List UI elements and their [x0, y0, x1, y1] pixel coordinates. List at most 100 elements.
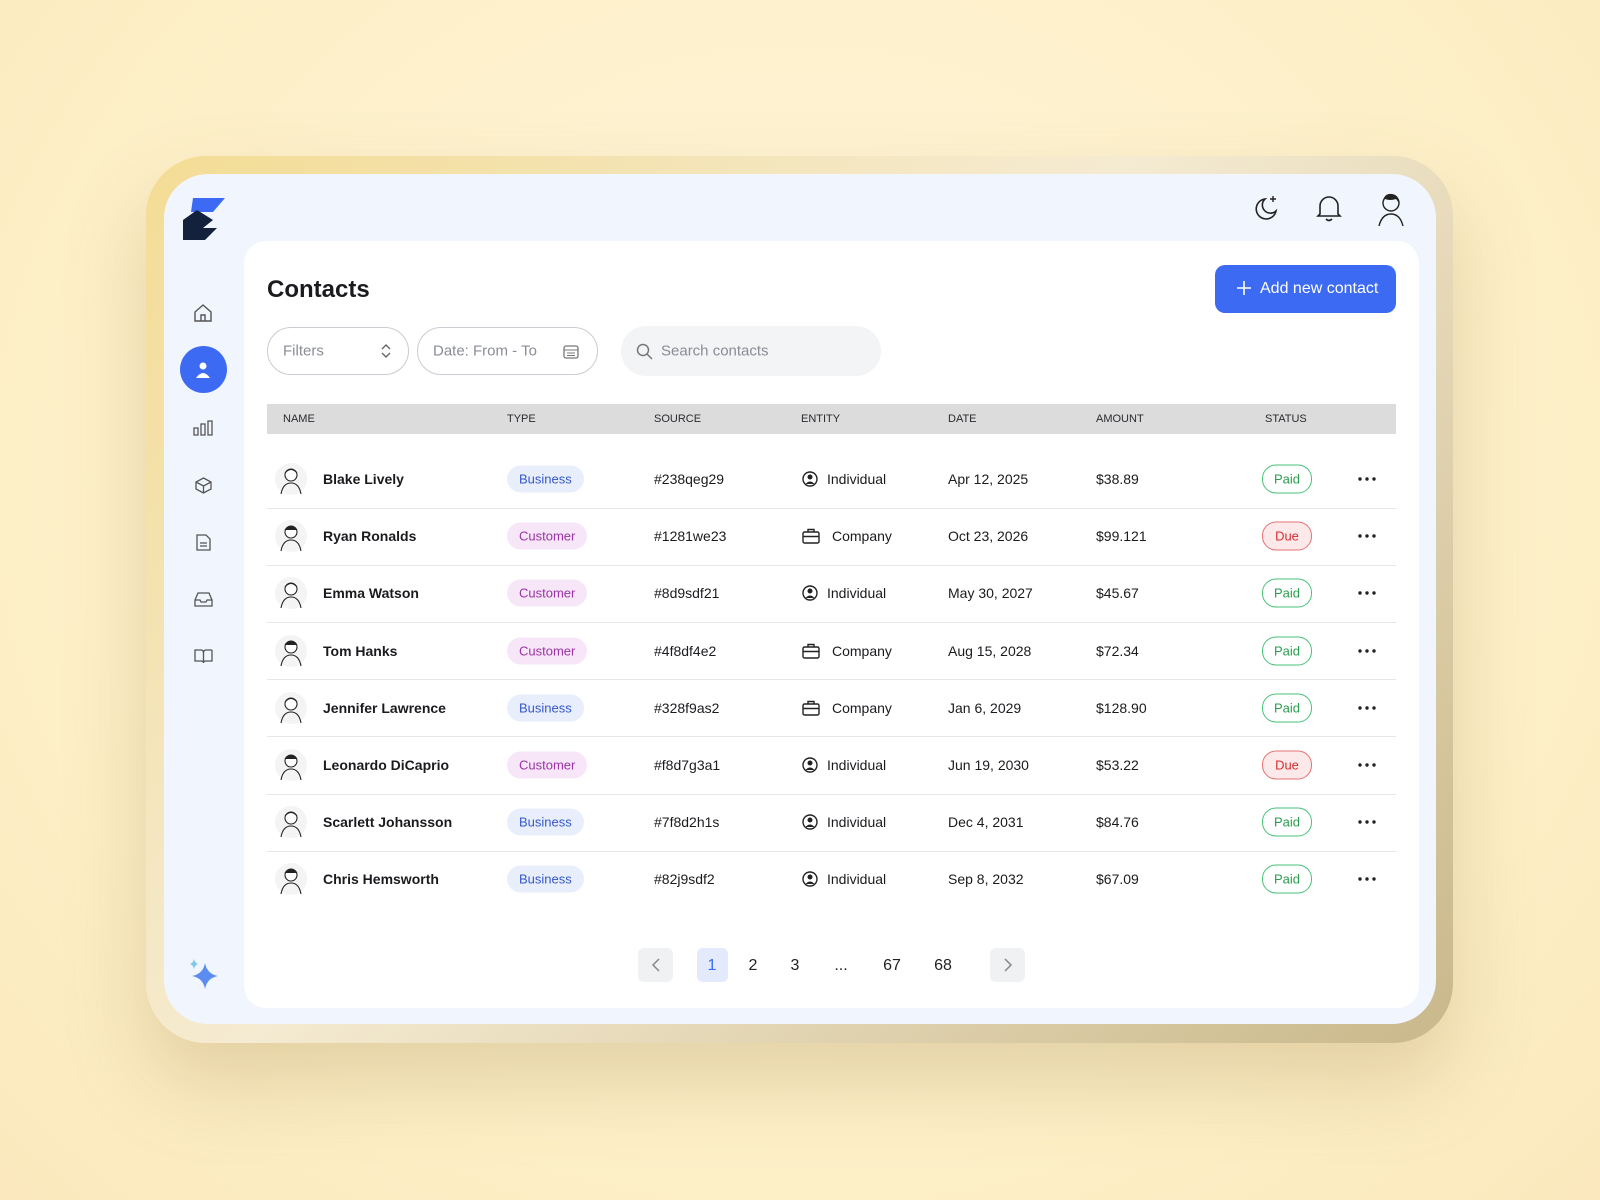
theme-toggle[interactable]	[1254, 195, 1280, 221]
row-menu	[1358, 648, 1376, 653]
search-placeholder: Search contacts	[661, 342, 769, 360]
filters-select[interactable]: Filters	[267, 327, 409, 375]
chevron-right	[1004, 958, 1013, 972]
entity-icon	[802, 471, 818, 487]
entity: Individual	[827, 871, 887, 888]
type-badge: Customer	[507, 579, 588, 607]
nav-contacts[interactable]	[196, 362, 210, 378]
search-icon	[636, 343, 653, 360]
amount: $38.89	[1096, 471, 1139, 487]
nav-inbox[interactable]	[194, 592, 213, 607]
prev-page[interactable]	[638, 948, 673, 982]
contact-name: Scarlett Johansson	[323, 814, 453, 831]
contact-name: Ryan Ronalds	[323, 528, 417, 545]
row-menu	[1358, 877, 1376, 882]
amount: $67.09	[1096, 871, 1139, 888]
ai-sparkle[interactable]	[188, 955, 220, 989]
row-divider	[267, 507, 1396, 509]
page-link[interactable]: 68	[934, 957, 952, 974]
contact-avatar	[275, 691, 307, 724]
entity-icon	[802, 871, 818, 888]
date: Jun 19, 2030	[948, 757, 1029, 773]
entity: Individual	[827, 471, 887, 487]
contact-avatar	[275, 749, 307, 781]
page-link[interactable]: 2	[748, 957, 758, 974]
entity: Company	[832, 528, 892, 545]
row-menu	[1358, 820, 1376, 824]
row-menu	[1358, 534, 1376, 538]
contact-name: Emma Watson	[323, 585, 419, 602]
next-page[interactable]	[990, 948, 1025, 982]
notifications[interactable]	[1316, 194, 1342, 222]
add-contact-button[interactable]: Add new contact	[1215, 265, 1396, 313]
entity: Company	[832, 699, 892, 716]
date: Sep 8, 2032	[948, 871, 1024, 888]
status-badge: Paid	[1262, 693, 1312, 723]
source-id: #1281we23	[654, 528, 727, 545]
current-page-bg	[697, 948, 728, 982]
user-avatar[interactable]	[1376, 190, 1408, 227]
page-link[interactable]: 1	[707, 957, 717, 974]
column-header: SOURCE	[654, 413, 702, 425]
entity-icon	[802, 528, 820, 544]
type-badge: Business	[507, 865, 584, 893]
contact-avatar	[275, 463, 307, 495]
status-badge: Due	[1262, 750, 1312, 780]
source-id: #328f9as2	[654, 699, 720, 716]
nav-document[interactable]	[196, 534, 211, 551]
search-box[interactable]: Search contacts	[621, 326, 881, 376]
contact-avatar	[275, 634, 307, 667]
logo	[183, 198, 225, 240]
amount: $99.121	[1096, 528, 1147, 545]
status-badge: Paid	[1262, 864, 1312, 894]
amount: $72.34	[1096, 642, 1139, 659]
date: Dec 4, 2031	[948, 814, 1024, 831]
row-divider	[267, 850, 1396, 852]
row-menu	[1358, 706, 1376, 710]
source-id: #f8d7g3a1	[654, 757, 721, 773]
nav-home[interactable]	[194, 304, 212, 322]
page-link[interactable]: ...	[834, 957, 848, 974]
entity-icon	[802, 643, 820, 659]
chevrons	[381, 344, 391, 358]
chevron-left	[651, 958, 660, 972]
status-badge: Paid	[1262, 578, 1312, 608]
entity: Individual	[827, 814, 887, 831]
nav-book[interactable]	[194, 649, 213, 664]
source-id: #4f8df4e2	[654, 642, 717, 659]
plus-icon	[1237, 281, 1251, 295]
row-menu	[1358, 591, 1376, 596]
column-header: NAME	[283, 413, 315, 425]
status-badge: Paid	[1262, 807, 1312, 837]
source-id: #238qeg29	[654, 471, 725, 487]
entity: Company	[832, 642, 892, 659]
source-id: #8d9sdf21	[654, 585, 720, 602]
type-badge: Customer	[507, 637, 588, 665]
column-header: DATE	[948, 413, 977, 425]
date-label: Date: From - To	[433, 342, 537, 360]
calendar-icon	[563, 345, 579, 359]
source-id: #82j9sdf2	[654, 871, 715, 888]
amount: $128.90	[1096, 699, 1147, 716]
column-header: AMOUNT	[1096, 413, 1144, 425]
row-divider	[267, 736, 1396, 738]
contact-avatar	[275, 863, 307, 896]
row-divider	[267, 564, 1396, 566]
date: Apr 12, 2025	[948, 471, 1029, 487]
nav-box[interactable]	[195, 477, 212, 494]
page-link[interactable]: 3	[790, 957, 800, 974]
contact-avatar	[275, 806, 307, 839]
entity: Individual	[827, 585, 887, 602]
date-range[interactable]: Date: From - To	[417, 327, 598, 375]
amount: $53.22	[1096, 757, 1139, 773]
type-badge: Customer	[507, 522, 588, 550]
nav-active[interactable]	[180, 346, 227, 393]
nav-stats[interactable]	[193, 420, 213, 436]
column-header: TYPE	[507, 413, 536, 425]
date: Oct 23, 2026	[948, 528, 1029, 545]
status-badge: Paid	[1262, 464, 1312, 494]
page-link[interactable]: 67	[883, 957, 901, 974]
filters-label: Filters	[283, 342, 324, 360]
status-badge: Due	[1262, 521, 1312, 551]
